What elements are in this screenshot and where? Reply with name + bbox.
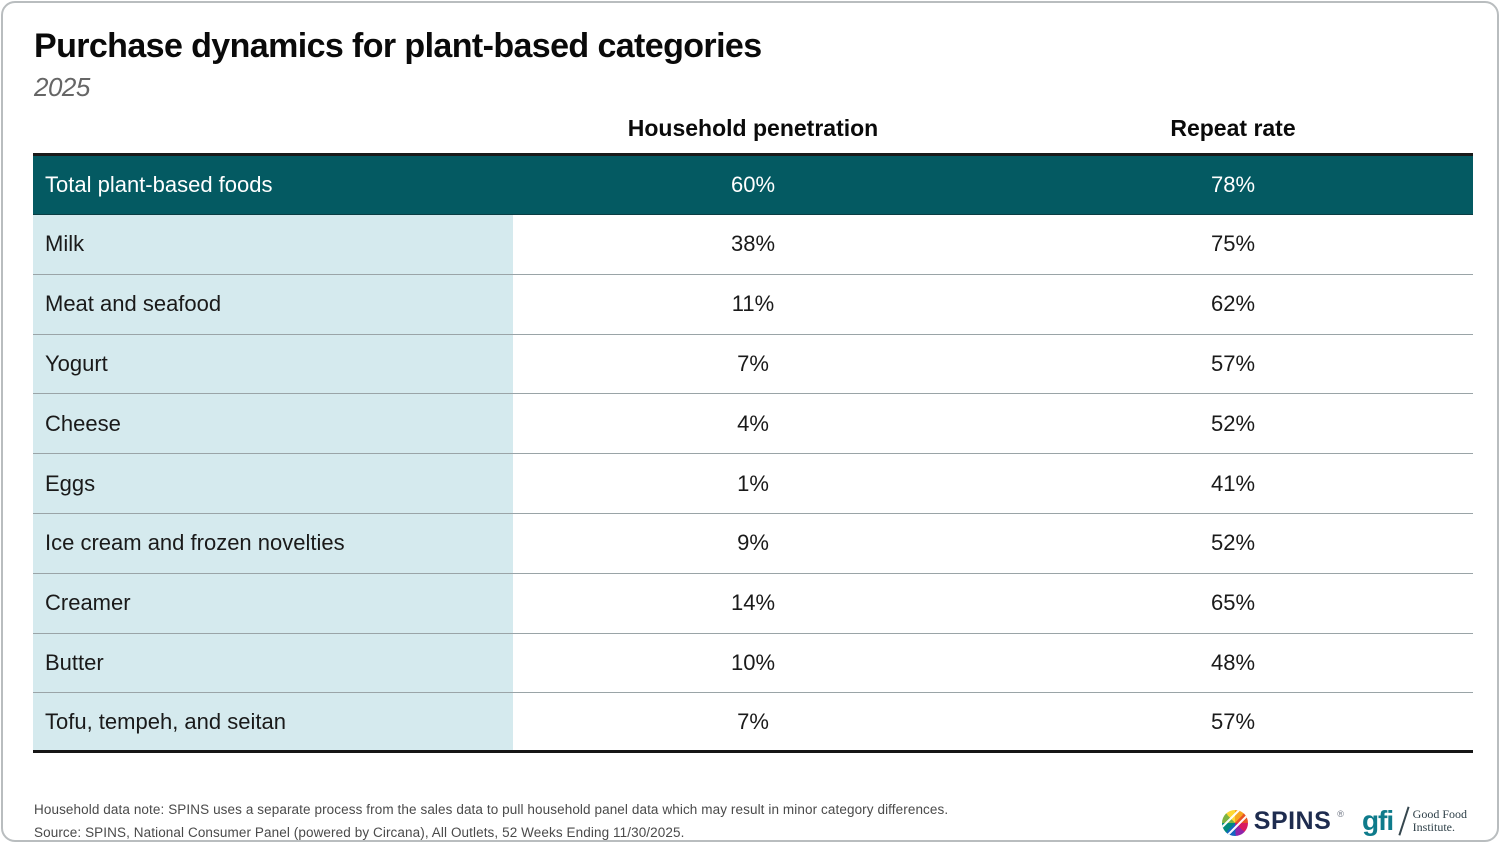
repeat-value: 75% <box>1210 231 1256 257</box>
category-label: Butter <box>33 633 513 693</box>
category-label: Milk <box>33 215 513 274</box>
category-label: Tofu, tempeh, and seitan <box>33 693 513 751</box>
footnote-household-data: Household data note: SPINS uses a separa… <box>34 802 949 817</box>
category-label: Yogurt <box>33 334 513 394</box>
column-header-repeat-rate: Repeat rate <box>1170 115 1296 141</box>
page-title: Purchase dynamics for plant-based catego… <box>34 27 762 65</box>
table-row: Milk 38% 75% <box>33 215 1473 275</box>
table-row: Ice cream and frozen novelties 9% 52% <box>33 513 1473 574</box>
footer-logos: SPINS ® gfi Good Food Institute. <box>1221 806 1467 836</box>
category-label: Eggs <box>33 454 513 513</box>
penetration-value: 60% <box>730 172 776 197</box>
penetration-value: 4% <box>737 410 769 436</box>
footnote-source: Source: SPINS, National Consumer Panel (… <box>34 825 685 840</box>
penetration-value: 38% <box>730 231 776 257</box>
spins-wordmark: SPINS <box>1253 806 1332 835</box>
table-row: Creamer 14% 65% <box>33 573 1473 634</box>
penetration-value: 9% <box>737 530 769 556</box>
table-row: Meat and seafood 11% 62% <box>33 274 1473 335</box>
table-row-total: Total plant-based foods 60% 78% <box>33 153 1473 215</box>
repeat-value: 52% <box>1210 410 1256 436</box>
category-label: Total plant-based foods <box>45 172 273 197</box>
repeat-value: 41% <box>1210 470 1256 496</box>
page-subtitle: 2025 <box>34 72 90 102</box>
table-row: Butter 10% 48% <box>33 633 1473 694</box>
gfi-logo: gfi Good Food Institute. <box>1362 806 1467 836</box>
gfi-slash-divider <box>1398 806 1410 836</box>
repeat-value: 78% <box>1210 172 1256 197</box>
repeat-value: 62% <box>1210 291 1256 317</box>
spins-logo: SPINS ® <box>1221 806 1344 836</box>
gfi-name-line1: Good Food <box>1412 807 1467 821</box>
category-label: Cheese <box>33 394 513 454</box>
category-label: Ice cream and frozen novelties <box>33 513 513 573</box>
category-label: Creamer <box>33 573 513 633</box>
column-header-household-penetration: Household penetration <box>627 115 879 141</box>
repeat-value: 57% <box>1210 708 1256 734</box>
table-row: Eggs 1% 41% <box>33 454 1473 514</box>
table-row: Tofu, tempeh, and seitan 7% 57% <box>33 693 1473 754</box>
table-row: Cheese 4% 52% <box>33 394 1473 455</box>
penetration-value: 14% <box>730 590 776 616</box>
penetration-value: 11% <box>731 291 775 317</box>
penetration-value: 7% <box>737 708 769 734</box>
gfi-wordmark: gfi <box>1361 805 1394 836</box>
data-table: Total plant-based foods 60% 78% Milk 38%… <box>33 153 1473 754</box>
registered-trademark-icon: ® <box>1337 808 1344 819</box>
repeat-value: 65% <box>1210 590 1256 616</box>
table-row: Yogurt 7% 57% <box>33 334 1473 395</box>
repeat-value: 48% <box>1210 649 1256 675</box>
penetration-value: 7% <box>737 350 769 376</box>
penetration-value: 10% <box>730 649 776 675</box>
gfi-name-text: Good Food Institute. <box>1413 808 1467 834</box>
gfi-name-line2: Institute. <box>1412 820 1455 834</box>
spins-globe-icon <box>1221 809 1248 836</box>
repeat-value: 52% <box>1210 530 1256 556</box>
category-label: Meat and seafood <box>33 274 513 334</box>
penetration-value: 1% <box>737 470 769 496</box>
repeat-value: 57% <box>1210 350 1256 376</box>
